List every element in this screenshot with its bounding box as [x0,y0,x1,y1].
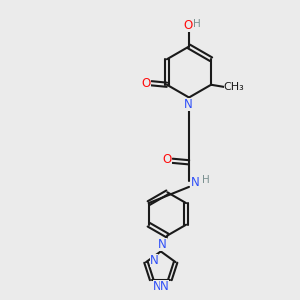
Text: CH₃: CH₃ [224,82,244,92]
Text: H: H [202,175,209,185]
Text: N: N [160,280,169,293]
Text: O: O [183,19,192,32]
Text: H: H [193,19,200,29]
Text: N: N [184,98,193,111]
Text: N: N [158,238,167,251]
Text: N: N [150,254,158,267]
Text: O: O [141,77,151,90]
Text: N: N [191,176,200,189]
Text: O: O [163,153,172,167]
Text: N: N [153,280,161,293]
